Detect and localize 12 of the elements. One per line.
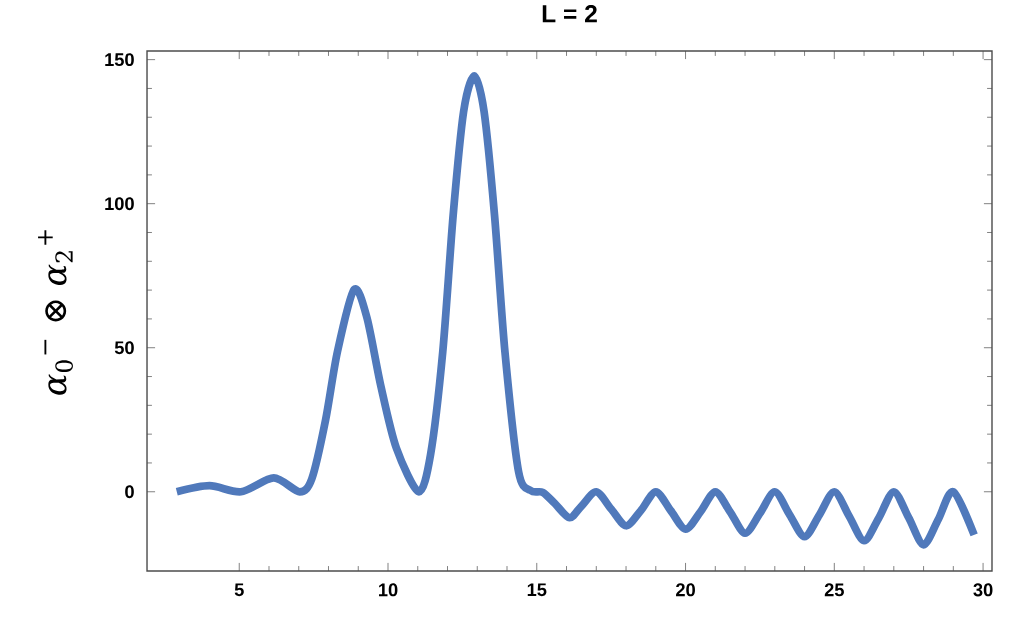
x-tick-label: 15 [527,583,547,597]
y-tick-label: 50 [114,341,134,355]
x-tick-label: 25 [824,583,844,597]
x-tick-label: 10 [379,583,398,597]
chart-title: L = 2 [542,5,597,23]
x-tick-label: 20 [676,583,695,597]
y-tick-label: 150 [105,53,134,67]
y-axis-title: α$_{0}$$^{−}$ ⊗ α$_{2}$+ [38,230,73,395]
x-tick-label: 5 [234,583,244,597]
y-tick-label: 0 [125,485,134,499]
x-tick-label: 30 [973,583,993,597]
y-tick-label: 100 [105,197,134,211]
